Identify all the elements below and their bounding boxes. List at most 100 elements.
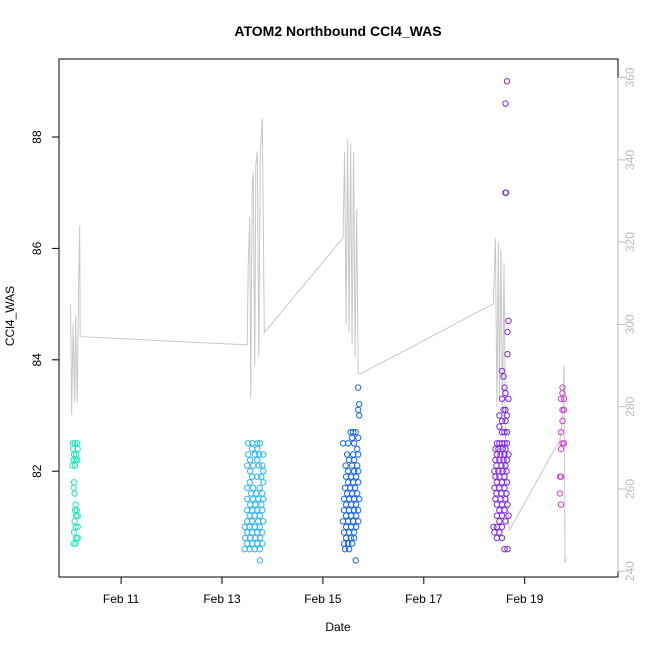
data-point: [350, 468, 358, 475]
data-point: [496, 423, 503, 430]
data-point: [353, 523, 360, 531]
data-point: [69, 462, 76, 469]
data-point: [498, 395, 506, 402]
data-point: [559, 440, 566, 447]
data-point: [356, 412, 363, 419]
y-tick-label: 88: [30, 130, 44, 144]
data-point: [492, 445, 499, 453]
data-point: [339, 518, 347, 525]
data-point: [72, 501, 79, 508]
data-point: [355, 468, 362, 475]
data-point: [500, 373, 507, 380]
data-point: [504, 328, 511, 336]
data-point: [559, 417, 566, 425]
data-point: [259, 529, 266, 536]
data-point: [503, 479, 511, 486]
series-5: [556, 384, 568, 508]
data-point: [505, 451, 512, 458]
data-point: [498, 512, 506, 519]
x-tick-label: Feb 11: [103, 592, 140, 606]
data-point: [504, 501, 511, 508]
data-point: [353, 501, 360, 508]
data-point: [493, 512, 501, 519]
data-point: [501, 429, 508, 436]
x-tick-label: Feb 19: [506, 592, 544, 606]
data-point: [339, 440, 347, 447]
series-2: [241, 440, 267, 564]
data-point: [493, 490, 500, 497]
data-point: [493, 501, 501, 508]
data-point: [256, 451, 263, 458]
data-point: [74, 534, 81, 542]
data-point: [256, 557, 263, 564]
data-point: [355, 479, 362, 486]
data-point: [247, 456, 254, 464]
data-point: [348, 462, 356, 469]
data-point: [254, 473, 261, 480]
x-tick-label: Feb 17: [405, 592, 443, 606]
data-point: [352, 557, 359, 564]
plot-area-frame: [58, 58, 619, 578]
data-point: [505, 317, 512, 324]
data-point: [355, 507, 362, 514]
data-point: [493, 479, 501, 486]
data-point: [559, 390, 566, 397]
data-point: [503, 468, 510, 475]
x-axis-label: Date: [325, 620, 351, 634]
data-point: [350, 456, 358, 464]
data-point: [356, 495, 363, 503]
data-point: [503, 429, 511, 436]
data-point: [244, 462, 251, 469]
data-point: [355, 451, 362, 458]
data-point: [260, 479, 267, 486]
right-y-tick-label: 280: [623, 396, 637, 416]
data-point: [557, 395, 565, 402]
data-point: [259, 490, 266, 497]
data-point: [502, 390, 509, 397]
data-point: [350, 440, 358, 447]
data-point: [502, 462, 509, 469]
data-point: [74, 523, 81, 531]
data-point: [557, 473, 565, 480]
data-point: [247, 501, 254, 508]
data-point: [560, 395, 568, 402]
data-point: [256, 523, 263, 531]
data-point: [345, 546, 353, 553]
data-point: [560, 406, 568, 414]
data-point: [353, 473, 360, 480]
data-point: [355, 406, 362, 414]
data-point: [70, 529, 78, 536]
data-point: [496, 518, 503, 525]
right-y-tick-label: 260: [623, 479, 637, 499]
series-1: [69, 440, 81, 547]
data-point: [502, 495, 509, 503]
data-point: [256, 440, 263, 447]
y-axis: 82 84 86 88: [30, 130, 60, 478]
data-point: [504, 351, 511, 358]
data-point: [71, 490, 78, 497]
data-point: [493, 534, 501, 542]
data-point: [71, 440, 79, 447]
data-point: [244, 484, 251, 492]
data-point: [254, 445, 261, 453]
data-point: [502, 518, 509, 525]
data-point: [244, 495, 251, 503]
y-axis-label: CCl4_WAS: [3, 286, 17, 346]
data-point: [349, 451, 357, 458]
data-point: [501, 507, 508, 514]
data-point: [351, 484, 359, 492]
series-3: [339, 384, 363, 564]
data-point: [502, 417, 509, 425]
data-point: [355, 518, 362, 525]
y-tick-label: 84: [30, 353, 44, 367]
data-point: [249, 445, 256, 453]
data-point: [260, 495, 267, 503]
data-point: [250, 495, 257, 503]
data-point: [500, 456, 507, 464]
points-layer: [69, 78, 568, 564]
right-y-axis: 240 260 280 300 320 340 360: [617, 67, 637, 581]
right-y-tick-label: 340: [623, 149, 637, 169]
data-point: [247, 468, 254, 475]
data-point: [350, 534, 358, 542]
